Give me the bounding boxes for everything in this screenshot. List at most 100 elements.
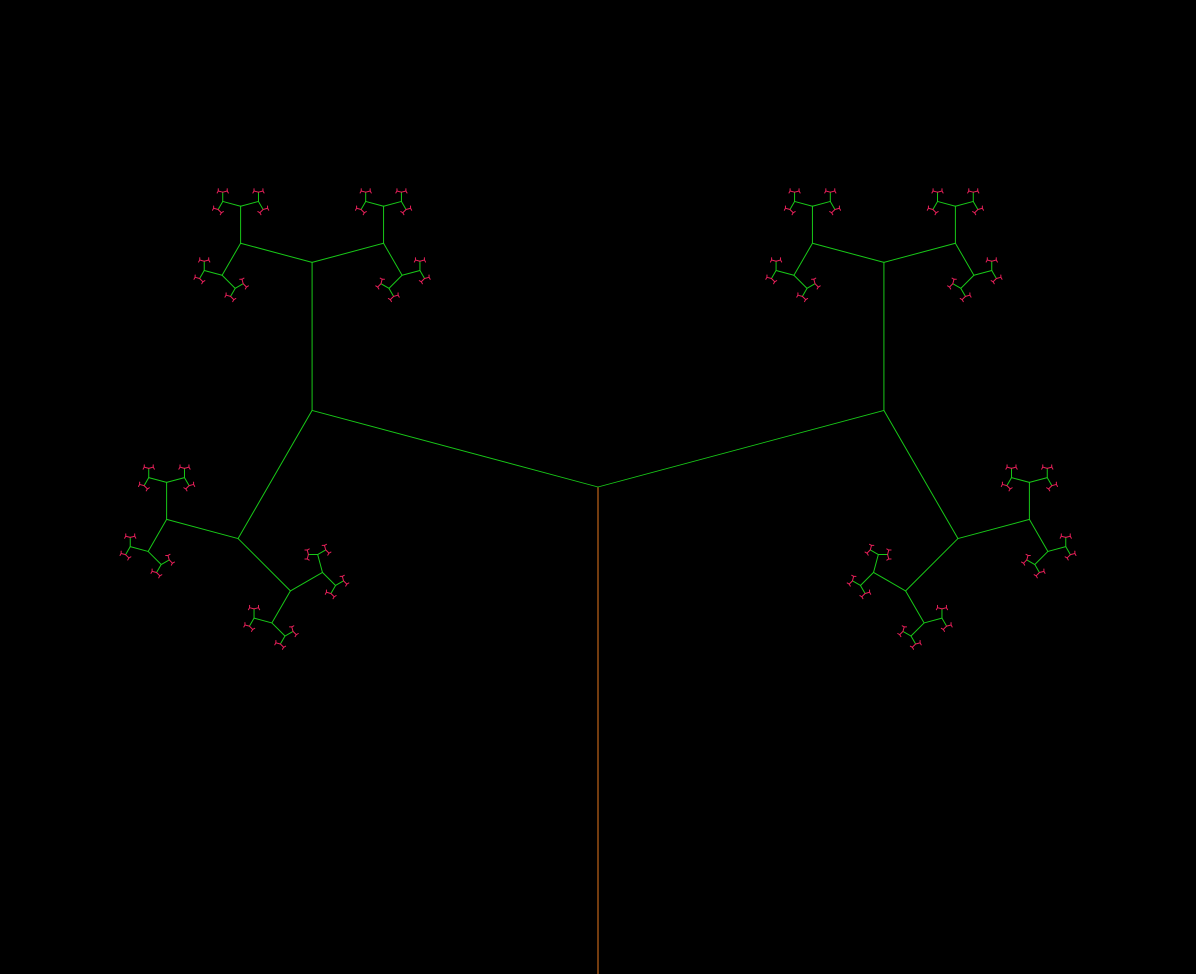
tree-branch	[289, 571, 323, 592]
tree-tip	[1064, 556, 1068, 559]
tree-branch	[166, 477, 185, 483]
tree-branch	[380, 283, 390, 289]
tree-tip	[393, 294, 399, 297]
tree-tip	[789, 190, 796, 193]
tree-branch	[365, 200, 385, 207]
tree-tip	[208, 259, 211, 263]
tree-branch	[905, 538, 959, 592]
tree-tip	[972, 190, 979, 193]
tree-tip	[936, 607, 943, 610]
tree-tip	[1055, 483, 1059, 487]
tree-tip	[902, 626, 905, 632]
tree-branch	[873, 571, 907, 592]
tree-tip	[185, 485, 190, 490]
tree-tip	[941, 607, 947, 610]
tree-tip	[932, 208, 937, 214]
tree-tip	[1006, 466, 1013, 469]
tree-tip	[253, 607, 260, 610]
tree-branch	[905, 590, 925, 624]
tree-tip	[909, 645, 913, 648]
tree-tip	[886, 558, 890, 561]
tree-tip	[784, 207, 791, 210]
tree-branch	[851, 580, 861, 586]
tree-tip	[291, 625, 295, 628]
tree-tip	[899, 630, 904, 636]
tree-tip	[327, 552, 330, 556]
tree-tip	[834, 207, 840, 210]
tree-tip	[226, 190, 229, 194]
tree-branch	[222, 200, 242, 207]
tree-tip	[940, 627, 944, 630]
tree-tip	[129, 535, 136, 538]
tree-branch	[248, 617, 255, 627]
tree-branch	[960, 287, 966, 297]
tree-branch	[883, 409, 959, 540]
tree-tip	[887, 554, 890, 560]
tree-tip	[356, 207, 362, 210]
tree-branch	[360, 200, 367, 210]
tree-tip	[362, 212, 365, 216]
tree-branch	[199, 269, 205, 279]
tree-branch	[321, 571, 337, 586]
tree-tip	[1023, 559, 1028, 564]
tree-branch	[419, 269, 426, 279]
tree-branch	[330, 584, 337, 594]
tree-tip	[770, 278, 776, 283]
tree-tip	[981, 207, 985, 211]
tree-tip	[343, 580, 348, 585]
tree-tip	[864, 551, 868, 554]
tree-tip	[167, 553, 171, 556]
tree-tip	[281, 646, 285, 650]
tree-branch	[183, 477, 190, 487]
tree-tip	[1015, 466, 1018, 470]
tree-tip	[279, 643, 285, 648]
tree-tip	[949, 283, 954, 288]
tree-tip	[323, 543, 327, 546]
tree-tip	[222, 190, 228, 193]
tree-branch	[941, 617, 948, 627]
tree-branch	[1047, 546, 1067, 552]
tree-branch	[932, 200, 939, 210]
tree-branch	[811, 200, 831, 207]
tree-tip	[1011, 466, 1017, 469]
tree-tip	[203, 259, 210, 262]
tree-branch	[869, 549, 879, 556]
tree-tip	[992, 278, 997, 283]
tree-tip	[829, 190, 836, 193]
tree-branch	[221, 274, 236, 289]
tree-tip	[201, 281, 204, 285]
tree-tip	[230, 295, 235, 301]
tree-tip	[428, 276, 431, 280]
tree-branch	[775, 269, 795, 276]
tree-tip	[990, 280, 994, 283]
tree-tip	[934, 212, 937, 216]
tree-branch	[237, 409, 313, 540]
tree-tip	[125, 535, 131, 538]
tree-tip	[771, 259, 777, 262]
tree-tip	[1001, 483, 1008, 487]
tree-tip	[798, 190, 801, 194]
tree-branch	[902, 630, 912, 637]
tree-branch	[597, 409, 885, 488]
tree-branch	[991, 269, 997, 279]
tree-tip	[897, 633, 901, 636]
tree-branch	[221, 242, 242, 276]
tree-branch	[973, 269, 993, 276]
tree-branch	[811, 242, 885, 263]
tree-tip	[418, 280, 422, 283]
tree-tip	[380, 278, 383, 285]
tree-tip	[977, 207, 983, 210]
tree-tip	[179, 466, 185, 469]
tree-tip	[995, 259, 998, 263]
tree-tip	[952, 278, 955, 285]
tree-branch	[793, 242, 813, 276]
tree-tip	[151, 570, 158, 574]
tree-branch	[317, 554, 323, 573]
tree-tip	[804, 299, 807, 303]
tree-tip	[986, 259, 993, 262]
tree-tip	[932, 190, 939, 193]
tree-tip	[964, 294, 971, 297]
tree-branch	[148, 477, 168, 483]
tree-tip	[145, 488, 148, 492]
